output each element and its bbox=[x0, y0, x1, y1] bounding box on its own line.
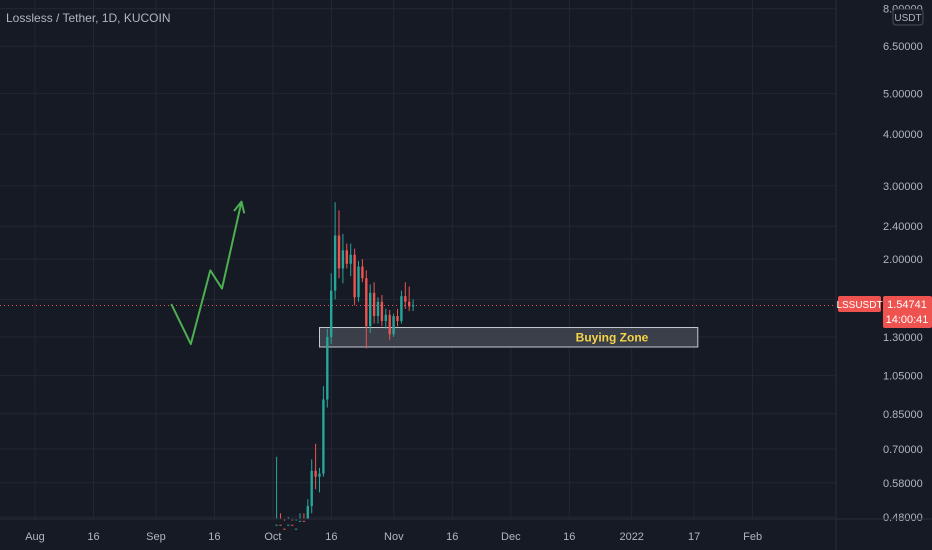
arrow-head bbox=[233, 200, 246, 214]
chart-title: Lossless / Tether, 1D, KUCOIN bbox=[6, 11, 171, 25]
candle-body bbox=[345, 250, 348, 264]
candle-body bbox=[283, 528, 286, 530]
candle-body bbox=[306, 506, 309, 519]
time-tick-label: 16 bbox=[87, 531, 99, 543]
candle-body bbox=[330, 290, 333, 337]
price-tick-label: 2.40000 bbox=[883, 221, 923, 233]
candle-body bbox=[341, 250, 345, 269]
candle-body bbox=[287, 524, 290, 526]
candle-body bbox=[411, 305, 415, 307]
grid-lines bbox=[0, 0, 835, 519]
candle-body bbox=[322, 399, 325, 474]
candle-body bbox=[326, 337, 329, 400]
price-tick-label: 1.30000 bbox=[883, 332, 923, 344]
candle-body bbox=[275, 524, 278, 526]
price-tick-label: 0.58000 bbox=[883, 478, 923, 490]
candle-body bbox=[294, 528, 298, 530]
candle-body bbox=[376, 301, 380, 317]
price-tick-label: 0.85000 bbox=[883, 409, 923, 421]
candle-body bbox=[357, 266, 360, 298]
candle-body bbox=[396, 316, 399, 322]
bar-countdown: 14:00:41 bbox=[886, 314, 929, 326]
price-tick-label: 5.00000 bbox=[883, 89, 923, 101]
candle-body bbox=[365, 278, 368, 327]
candle-body bbox=[310, 470, 313, 507]
candle-body bbox=[333, 235, 337, 291]
time-tick-label: 17 bbox=[688, 531, 700, 543]
buying-zone-box bbox=[319, 327, 699, 348]
candle-body bbox=[337, 235, 341, 269]
candle-body bbox=[400, 296, 403, 322]
time-axis[interactable]: Aug 16 Sep 16 Oct 16 Nov 16 Dec 16 2022 17 Feb bbox=[0, 518, 932, 543]
last-price-value: 1.54741 bbox=[887, 299, 927, 311]
candle-body bbox=[353, 254, 356, 298]
time-tick-label: Dec bbox=[501, 531, 521, 543]
price-tick-label: 3.00000 bbox=[883, 181, 923, 193]
buying-zone: Buying Zone bbox=[319, 327, 699, 348]
candle-body bbox=[361, 266, 364, 279]
price-axis[interactable]: 0.48000 0.58000 0.70000 0.85000 1.05000 1.300… bbox=[835, 0, 923, 550]
candle-body bbox=[384, 314, 387, 322]
price-tick-label: 6.50000 bbox=[883, 41, 923, 53]
candle-body bbox=[298, 520, 302, 522]
candle-body bbox=[349, 254, 352, 264]
price-tick-label: 2.00000 bbox=[883, 254, 923, 266]
currency-label: USDT bbox=[894, 13, 921, 24]
time-tick-label: Aug bbox=[25, 531, 45, 543]
time-tick-label: Feb bbox=[743, 531, 762, 543]
candle-body bbox=[388, 314, 391, 335]
time-tick-label: 16 bbox=[208, 531, 220, 543]
last-price-badge: LSSUSDT 1.54741 14:00:41 bbox=[836, 296, 932, 328]
candle-body bbox=[369, 292, 372, 327]
candles bbox=[275, 202, 415, 530]
candle-body bbox=[392, 316, 395, 335]
time-tick-label: Sep bbox=[146, 531, 166, 543]
time-tick-label: Oct bbox=[264, 531, 281, 543]
candle-body bbox=[318, 473, 321, 477]
time-tick-label: Nov bbox=[384, 531, 404, 543]
currency-badge[interactable]: USDT bbox=[892, 8, 924, 26]
candle-body bbox=[291, 524, 294, 526]
price-tick-label: 0.70000 bbox=[883, 444, 923, 456]
candle-body bbox=[408, 301, 411, 307]
projection-path bbox=[170, 201, 243, 346]
price-tick-label: 4.00000 bbox=[883, 129, 923, 141]
time-tick-label: 2022 bbox=[619, 531, 643, 543]
candle-body bbox=[372, 292, 376, 317]
ticker-label: LSSUSDT bbox=[836, 300, 882, 311]
candle-body bbox=[302, 520, 306, 522]
buying-zone-label: Buying Zone bbox=[576, 330, 649, 344]
time-tick-label: 16 bbox=[563, 531, 575, 543]
candle-body bbox=[380, 301, 384, 322]
candle-body bbox=[404, 296, 407, 302]
time-tick-label: 16 bbox=[446, 531, 458, 543]
candle-body bbox=[314, 470, 317, 477]
price-tick-label: 0.48000 bbox=[883, 512, 923, 524]
projection-arrow bbox=[170, 200, 246, 346]
candle-body bbox=[279, 524, 282, 526]
time-tick-label: 16 bbox=[325, 531, 337, 543]
price-tick-label: 1.05000 bbox=[883, 371, 923, 383]
